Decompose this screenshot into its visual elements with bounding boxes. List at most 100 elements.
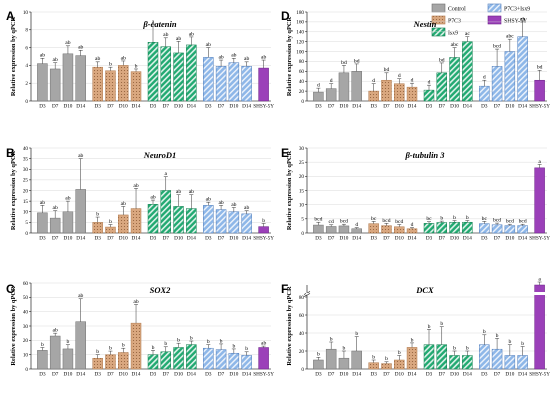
bar-group: d [423,80,435,102]
bar-group: a [147,19,159,102]
significance-label: b [428,324,431,330]
x-tick-label: D14 [518,104,527,110]
bar [62,211,74,234]
bar-group: bcd [517,219,528,234]
x-tick-label: D14 [187,236,196,242]
bar [186,344,197,370]
bar [105,354,116,370]
bar [118,352,129,370]
bar-group: bd [436,57,448,102]
y-tick-label: 60 [23,281,29,287]
bar-group: b [406,337,418,370]
significance-label: b [245,346,248,352]
bar [313,359,324,370]
bar [203,347,214,370]
x-tick-label: D14 [463,372,472,378]
bar-group: ab [215,54,227,102]
bar [118,65,129,102]
bar [436,344,448,370]
x-tick-label: D3 [95,372,102,378]
bar-group: b [368,354,379,370]
x-tick-label: D7 [494,104,501,110]
y-axis-label: Relative expression by qPCR [286,151,293,231]
significance-label: b [508,339,511,345]
bar [534,167,545,234]
significance-label: bcd [314,217,322,223]
x-tick-label: D3 [371,372,378,378]
y-tick-label: 0 [301,231,304,237]
bar-group: ab [203,197,214,234]
x-tick-label: D7 [383,104,390,110]
significance-label: b [96,349,99,355]
y-tick-label: 25 [299,160,305,166]
bar-group: b [517,341,528,370]
bar-group: b [130,63,142,102]
x-tick-label: D10 [339,236,348,242]
bar-group: bcd [491,43,503,102]
x-tick-label: D7 [107,104,114,110]
bar [258,226,269,234]
y-tick-label: 20 [299,174,305,180]
bar-group: b [92,211,103,234]
y-tick-label: 5 [301,217,304,223]
significance-label: d [411,222,414,228]
legend-swatch [431,27,446,37]
bar-group: ab [92,56,103,102]
bar-group: ab [186,189,197,234]
y-tick-label: 40 [299,79,305,85]
bar [186,208,197,234]
x-tick-label: SHSY-5Y [253,372,274,378]
bar [381,363,392,370]
significance-label: b [122,343,125,349]
bar [160,351,172,370]
panel-title: NeuroD1 [143,150,177,160]
bar-group: b [381,356,392,370]
bar-group: b [423,324,435,370]
bar [462,355,473,370]
legend-item-shsy-5y: SHSY-5Y [487,15,528,25]
bar [313,224,324,234]
bar [62,53,74,102]
y-tick-label: 0 [25,231,28,237]
bar-group: cd [325,219,337,234]
bar [105,70,116,102]
bar [394,83,405,102]
bar [186,44,197,102]
significance-label: b [262,218,265,224]
bar-group: bc [368,216,379,234]
y-axis-label: Relative expression by qPCR [10,151,17,231]
y-tick-label: 80 [299,59,305,65]
x-tick-label: D10 [229,372,238,378]
significance-label: d [330,78,333,84]
significance-label: abc [506,34,514,40]
panel-title: β-catenin [142,19,176,29]
y-tick-label: 8 [25,28,28,34]
x-tick-label: D14 [242,236,251,242]
bar-group: b [449,215,460,234]
significance-label: d [428,80,431,86]
x-tick-label: D10 [395,372,404,378]
legend: Control P7C3 Isx9 P7C3+Isx9 SHSY-5Y [431,3,530,37]
bar [130,208,142,234]
bar-group: b [351,331,362,370]
panel-letter: B [6,146,15,160]
y-tick-label: 20 [299,349,305,355]
panel-title: β-tubulin 3 [404,150,445,160]
bar [241,213,252,234]
x-tick-label: D10 [395,104,404,110]
bar-group: ab [241,205,252,234]
x-tick-label: D7 [52,372,59,378]
significance-label: ab [53,205,58,211]
x-tick-label: D7 [52,104,59,110]
bar-group: b [105,62,116,102]
x-tick-label: D7 [107,372,114,378]
x-tick-label: D10 [63,372,72,378]
bar-group: ab [130,183,142,234]
bar-group: ab [258,54,269,102]
x-tick-label: D10 [174,236,183,242]
x-tick-label: D3 [150,236,157,242]
bar-group: b [105,219,116,234]
